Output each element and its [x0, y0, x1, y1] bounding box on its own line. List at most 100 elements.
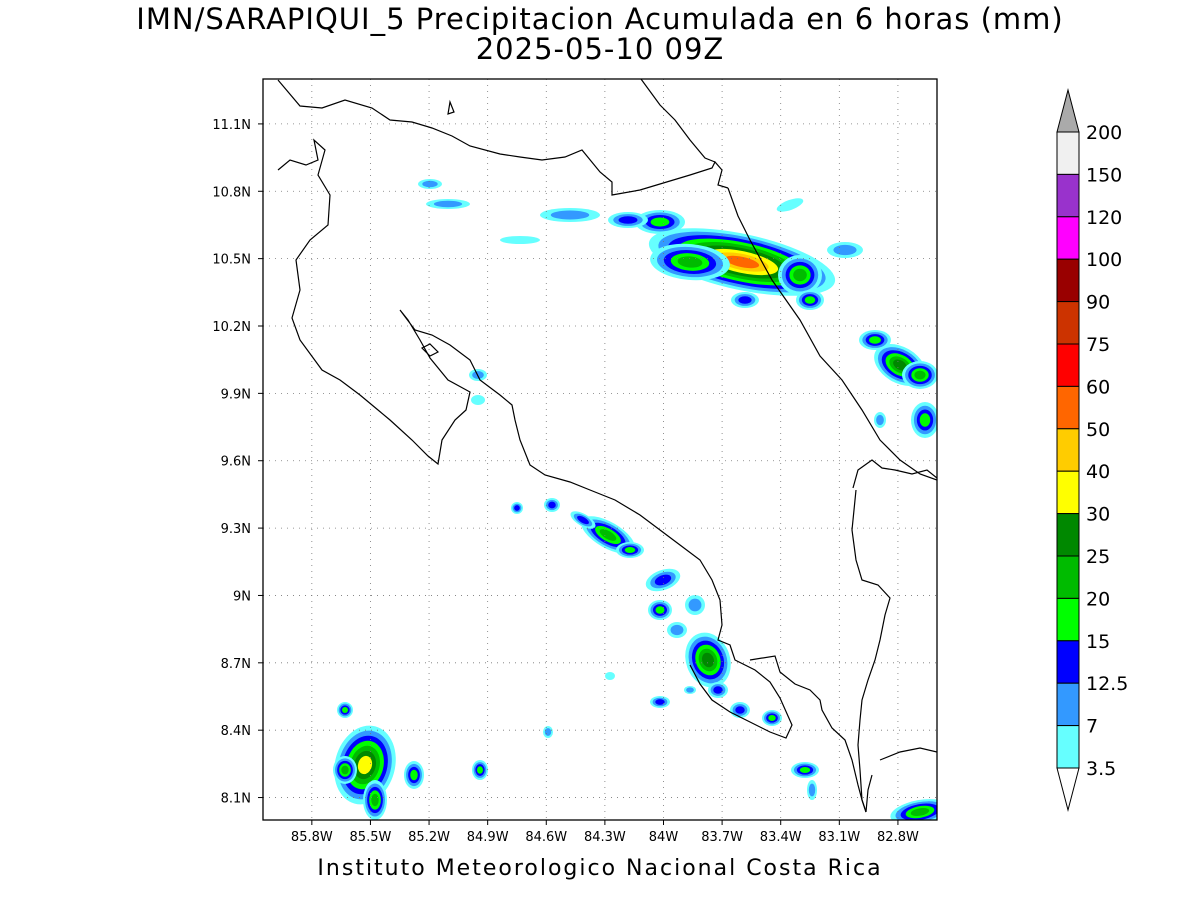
colorbar-label: 75 [1086, 334, 1110, 356]
precipitation-field [333, 179, 937, 820]
precip-cell [685, 595, 705, 615]
lon-tick-label: 84.6W [525, 830, 567, 845]
lat-tick-label: 8.1N [221, 792, 251, 807]
burica [865, 774, 873, 813]
colorbar-segment [1056, 640, 1080, 684]
precip-cell [650, 696, 670, 708]
precip-cell [902, 361, 937, 389]
colorbar-label: 3.5 [1086, 758, 1116, 780]
precip-cell [791, 762, 819, 778]
precip-cell [911, 402, 937, 438]
lat-tick-label: 9N [233, 589, 251, 604]
precip-cell [616, 542, 644, 558]
precip-cell [685, 632, 731, 688]
colorbar-segment [1056, 216, 1080, 260]
colorbar-label: 25 [1086, 546, 1110, 568]
colorbar-label: 60 [1086, 376, 1110, 398]
colorbar-label: 20 [1086, 588, 1110, 610]
colorbar-label: 120 [1086, 207, 1122, 229]
precip-cell [859, 330, 891, 350]
precip-cell [570, 511, 596, 529]
colorbar-label: 15 [1086, 631, 1110, 653]
colorbar-label: 12.5 [1086, 673, 1128, 695]
lat-tick-label: 10.2N [212, 320, 251, 335]
lon-tick-label: 84.3W [584, 830, 626, 845]
precip-cell [648, 600, 672, 620]
precip-cell [418, 179, 442, 189]
precip-cell [731, 292, 759, 308]
colorbar-segment [1056, 258, 1080, 303]
colorbar-segment [1056, 343, 1080, 387]
precip-cell [333, 756, 357, 784]
longitude-tick-labels: 85.8W 85.5W 85.2W 84.9W 84.6W 84.3W 84W 83.7W 83… [291, 820, 919, 845]
lat-tick-label: 11.1N [212, 118, 251, 133]
precip-cell [608, 212, 648, 228]
colorbar-segment [1056, 385, 1080, 430]
coastlines [277, 79, 937, 813]
caribbean-coast-nicaragua [640, 79, 716, 163]
map-subtitle: 2025-05-10 09Z [475, 32, 725, 66]
precip-cell [540, 208, 600, 222]
precip-cell [337, 702, 353, 718]
lat-tick-label: 9.6N [221, 455, 251, 470]
precip-cell [645, 568, 681, 592]
lon-tick-label: 83.1W [818, 830, 860, 845]
precip-cell [471, 395, 485, 405]
precip-cell [404, 761, 424, 789]
lon-tick-label: 85.5W [350, 830, 392, 845]
colorbar-segment [1056, 470, 1080, 515]
colorbar-bottom-arrow [1056, 767, 1080, 812]
precip-cell [874, 412, 886, 428]
lat-tick-label: 8.4N [221, 724, 251, 739]
colorbar-segment [1056, 173, 1080, 218]
costa-rica-panama-border-north [727, 187, 937, 481]
colorbar-label: 30 [1086, 504, 1110, 526]
precip-cell [543, 726, 553, 738]
lon-tick-label: 85.2W [408, 830, 450, 845]
precip-cell [426, 199, 470, 209]
colorbar-label: 40 [1086, 461, 1110, 483]
northern-border-line [277, 79, 729, 196]
lat-lon-grid [263, 79, 937, 820]
colorbar-segment [1056, 301, 1080, 345]
precip-cell [544, 498, 560, 512]
precip-cell [807, 780, 817, 800]
panama-coast-south [879, 747, 937, 761]
precip-cell [472, 760, 488, 780]
precip-cell [708, 682, 728, 698]
precip-cell [511, 502, 523, 514]
precip-cell [684, 686, 696, 694]
lon-tick-label: 84.9W [467, 830, 509, 845]
precip-cell [776, 198, 804, 212]
colorbar-segment [1056, 555, 1080, 599]
footer-credit: Instituto Meteorologico Nacional Costa R… [317, 856, 883, 881]
precip-cell [500, 236, 540, 244]
map-title: IMN/SARAPIQUI_5 Precipitacion Acumulada … [136, 2, 1064, 36]
nicoya-island [420, 343, 440, 357]
precip-cell [890, 799, 937, 820]
colorbar-top-arrow [1056, 88, 1080, 133]
nicoya-coast [277, 138, 793, 739]
lon-tick-label: 85.8W [291, 830, 333, 845]
lon-tick-label: 83.4W [760, 830, 802, 845]
osa-peninsula [749, 655, 867, 813]
precip-cell [605, 672, 615, 680]
precip-cell [650, 243, 730, 281]
colorbar-label: 150 [1086, 164, 1122, 186]
precip-cell [796, 290, 824, 310]
colorbar-label: 50 [1086, 419, 1110, 441]
lat-tick-label: 10.5N [212, 253, 251, 268]
lat-tick-label: 9.9N [221, 387, 251, 402]
colorbar-segment [1056, 725, 1080, 769]
map-frame [262, 78, 938, 821]
lon-tick-label: 83.7W [701, 830, 743, 845]
colorbar-segment [1056, 597, 1080, 642]
panama-border [852, 459, 937, 489]
lat-tick-label: 8.7N [221, 657, 251, 672]
precip-cell [363, 780, 387, 820]
precip-cell [762, 710, 782, 726]
colorbar-segment [1056, 131, 1080, 175]
colorbar-segment [1056, 513, 1080, 557]
